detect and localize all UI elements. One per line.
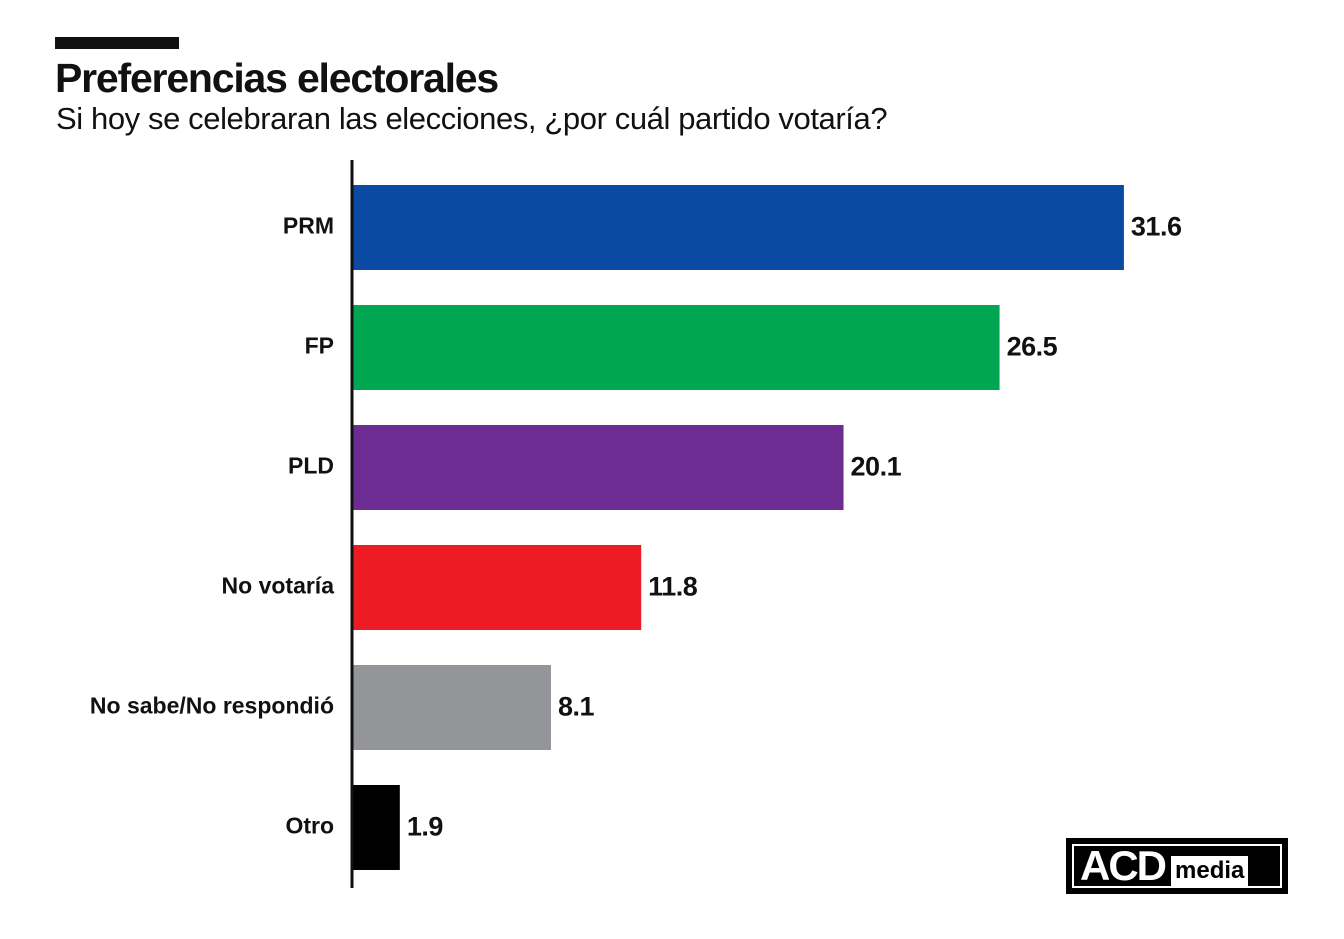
value-label: 26.5 — [1007, 332, 1058, 362]
bar-5 — [353, 785, 400, 870]
bar-0 — [353, 185, 1124, 270]
logo-sub-text: media — [1171, 856, 1249, 886]
bar-4 — [353, 665, 551, 750]
logo-main-text: ACD — [1080, 842, 1167, 889]
value-label: 11.8 — [648, 572, 698, 602]
category-label: PLD — [288, 453, 334, 479]
category-label: No sabe/No respondió — [90, 693, 334, 719]
chart-title: Preferencias electorales — [55, 55, 499, 101]
bar-3 — [353, 545, 642, 630]
acd-media-logo: ACD media — [1066, 838, 1288, 894]
category-label: PRM — [283, 213, 334, 239]
bar-1 — [353, 305, 1000, 390]
bar-2 — [353, 425, 844, 510]
value-label: 1.9 — [407, 812, 444, 842]
title-accent-rule — [55, 37, 179, 49]
category-label: FP — [305, 333, 334, 359]
value-label: 31.6 — [1131, 212, 1182, 242]
chart-subtitle: Si hoy se celebraran las elecciones, ¿po… — [56, 101, 888, 136]
value-label: 20.1 — [851, 452, 902, 482]
category-label: Otro — [285, 813, 334, 839]
category-label: No votaría — [222, 573, 335, 599]
value-label: 8.1 — [558, 692, 595, 722]
